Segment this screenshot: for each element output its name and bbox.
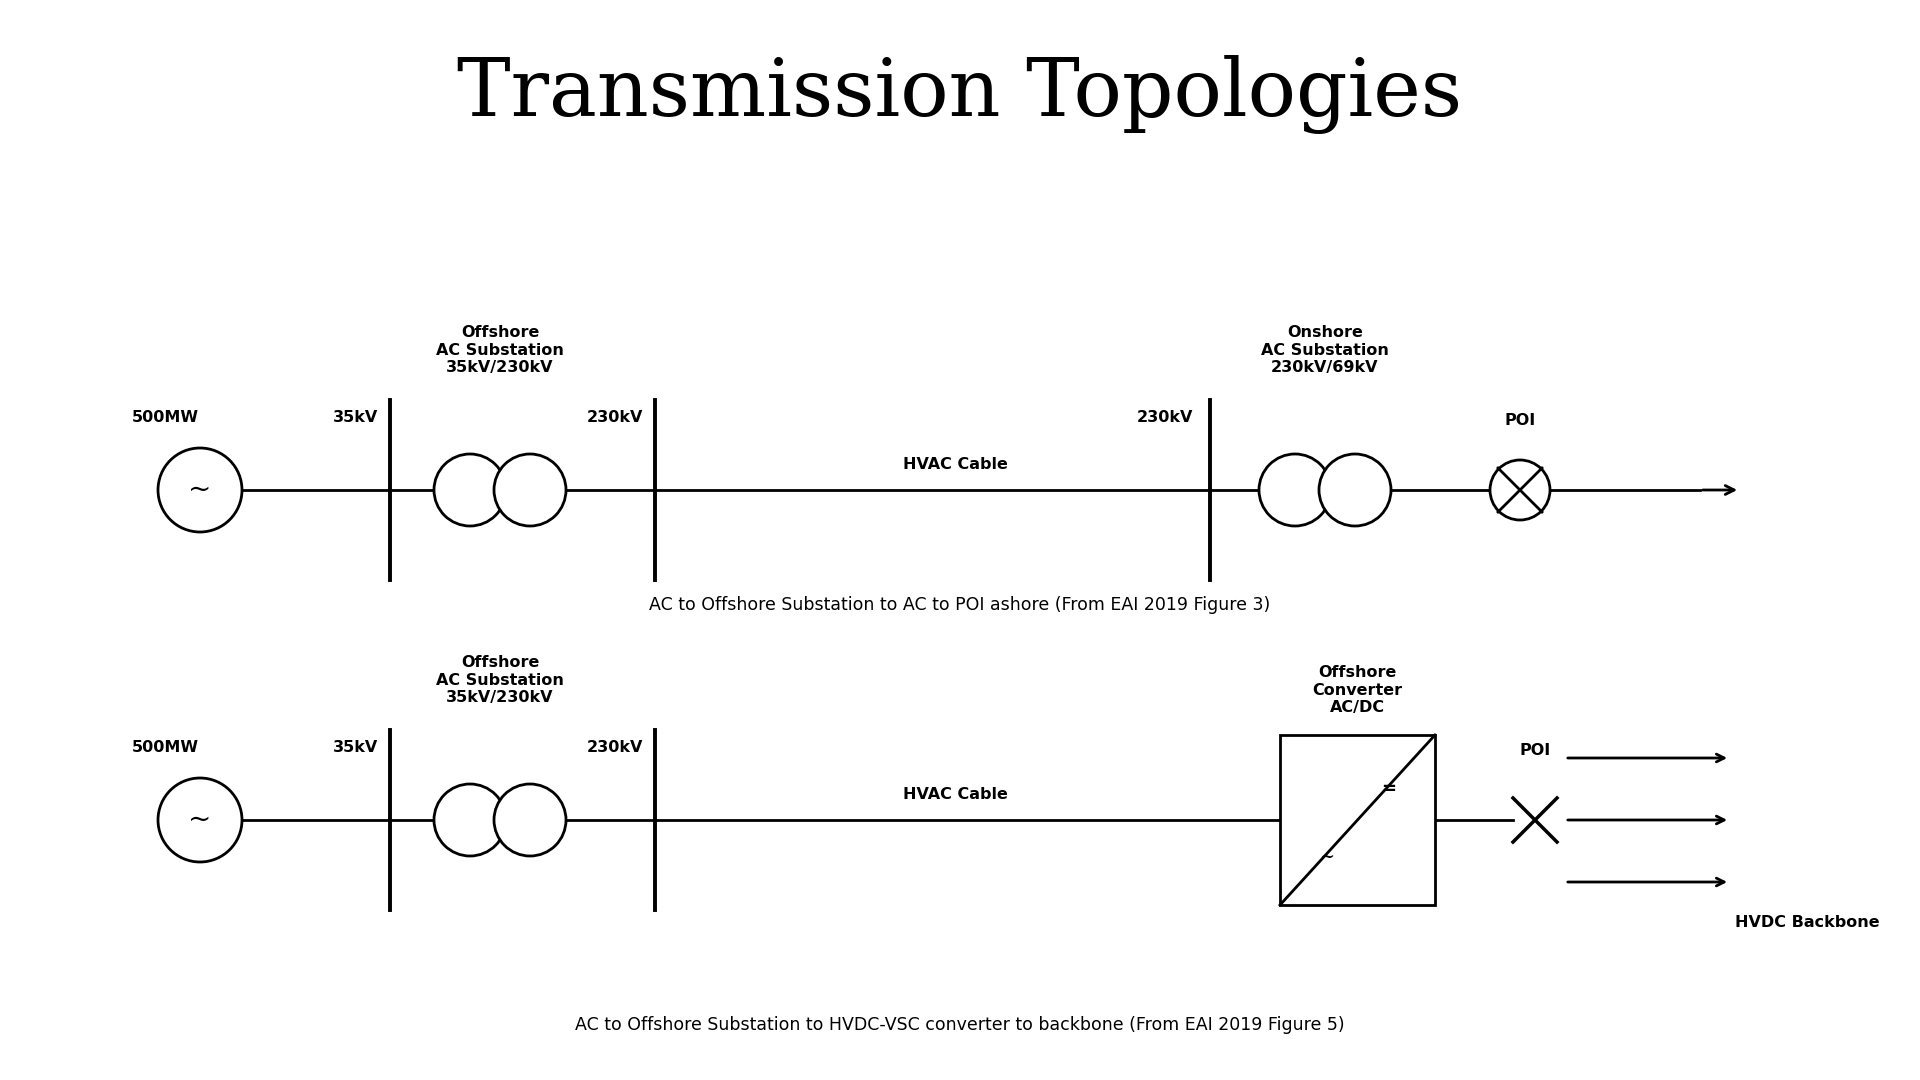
Text: 230kV: 230kV bbox=[1137, 410, 1192, 426]
Circle shape bbox=[1260, 454, 1331, 526]
Text: Offshore
AC Substation
35kV/230kV: Offshore AC Substation 35kV/230kV bbox=[436, 656, 564, 705]
Text: 35kV: 35kV bbox=[332, 740, 378, 755]
Text: ~: ~ bbox=[188, 807, 211, 834]
Text: ~: ~ bbox=[1319, 849, 1334, 866]
Text: AC to Offshore Substation to HVDC-VSC converter to backbone (From EAI 2019 Figur: AC to Offshore Substation to HVDC-VSC co… bbox=[576, 1016, 1344, 1034]
Circle shape bbox=[434, 454, 507, 526]
Circle shape bbox=[493, 784, 566, 856]
Circle shape bbox=[434, 784, 507, 856]
Text: POI: POI bbox=[1519, 743, 1551, 758]
Circle shape bbox=[157, 778, 242, 862]
Text: POI: POI bbox=[1505, 413, 1536, 428]
Text: ~: ~ bbox=[188, 476, 211, 503]
Circle shape bbox=[1490, 460, 1549, 519]
Text: =: = bbox=[1380, 781, 1396, 798]
Circle shape bbox=[157, 448, 242, 532]
Text: Onshore
AC Substation
230kV/69kV: Onshore AC Substation 230kV/69kV bbox=[1261, 325, 1388, 375]
Bar bbox=[1281, 735, 1434, 905]
Text: Transmission Topologies: Transmission Topologies bbox=[457, 55, 1463, 134]
Text: AC to Offshore Substation to AC to POI ashore (From EAI 2019 Figure 3): AC to Offshore Substation to AC to POI a… bbox=[649, 596, 1271, 615]
Text: 230kV: 230kV bbox=[588, 740, 643, 755]
Text: 230kV: 230kV bbox=[588, 410, 643, 426]
Text: HVDC Backbone: HVDC Backbone bbox=[1736, 915, 1880, 930]
Text: 500MW: 500MW bbox=[131, 740, 198, 755]
Circle shape bbox=[493, 454, 566, 526]
Text: Offshore
Converter
AC/DC: Offshore Converter AC/DC bbox=[1313, 665, 1404, 715]
Text: Offshore
AC Substation
35kV/230kV: Offshore AC Substation 35kV/230kV bbox=[436, 325, 564, 375]
Circle shape bbox=[1319, 454, 1390, 526]
Text: HVAC Cable: HVAC Cable bbox=[902, 457, 1008, 472]
Text: 500MW: 500MW bbox=[131, 410, 198, 426]
Text: HVAC Cable: HVAC Cable bbox=[902, 787, 1008, 802]
Text: 35kV: 35kV bbox=[332, 410, 378, 426]
